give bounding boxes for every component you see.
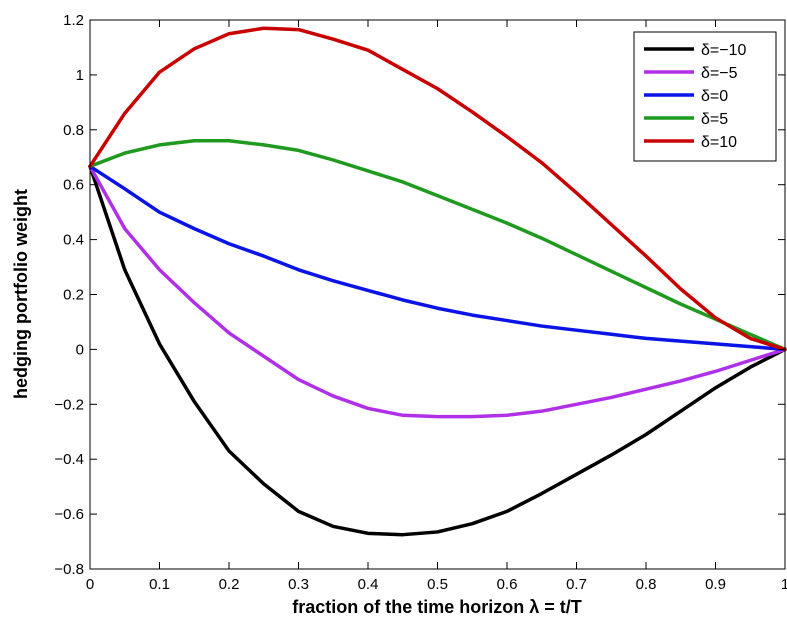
ticks-layer: 0 0.1 0.2 0.3 0.4 0.5 0.6 0.7 0.8 0.9 1 −0.8 −0.6 −0.… xyxy=(54,12,787,593)
x-tick-label: 0.8 xyxy=(636,576,657,593)
y-tick-label: −0.2 xyxy=(54,396,84,413)
series-line-4 xyxy=(88,26,787,352)
x-tick-label: 0 xyxy=(86,576,94,593)
y-tick-label: 0.2 xyxy=(63,287,84,304)
y-tick-label: 0 xyxy=(76,341,84,358)
y-tick-label: 1 xyxy=(76,67,84,84)
y-tick-label: 1.2 xyxy=(63,12,84,29)
series-layer xyxy=(88,26,787,537)
legend-label: δ=10 xyxy=(701,134,737,151)
x-tick-label: 0.6 xyxy=(497,576,518,593)
x-tick-label: 0.2 xyxy=(219,576,240,593)
legend-label: δ=−5 xyxy=(701,65,738,82)
series-line-3 xyxy=(88,139,787,352)
x-tick-label: 0.7 xyxy=(566,576,587,593)
y-tick-label: 0.8 xyxy=(63,122,84,139)
x-tick-label: 0.9 xyxy=(705,576,726,593)
legend-label: δ=−10 xyxy=(701,42,746,59)
y-tick-label: −0.6 xyxy=(54,506,84,523)
series-line-0 xyxy=(88,164,787,537)
x-tick-label: 0.1 xyxy=(149,576,170,593)
plot-frame xyxy=(89,19,786,570)
x-tick-label: 1 xyxy=(781,576,787,593)
y-tick-label: −0.8 xyxy=(54,561,84,578)
series-line-2 xyxy=(88,164,787,352)
y-tick-label: 0.4 xyxy=(63,232,84,249)
x-tick-label: 0.3 xyxy=(288,576,309,593)
legend-label: δ=0 xyxy=(701,88,728,105)
x-axis-label: fraction of the time horizon λ = t/T xyxy=(292,597,582,617)
x-tick-label: 0.4 xyxy=(358,576,379,593)
y-tick-label: −0.4 xyxy=(54,451,84,468)
legend-label: δ=5 xyxy=(701,111,728,128)
series-line-1 xyxy=(88,164,787,419)
y-tick-label: 0.6 xyxy=(63,177,84,194)
x-tick-label: 0.5 xyxy=(427,576,448,593)
y-axis-label: hedging portfolio weight xyxy=(11,189,31,399)
legend: δ=−10 δ=−5 δ=0 δ=5 δ=10 xyxy=(633,31,777,162)
